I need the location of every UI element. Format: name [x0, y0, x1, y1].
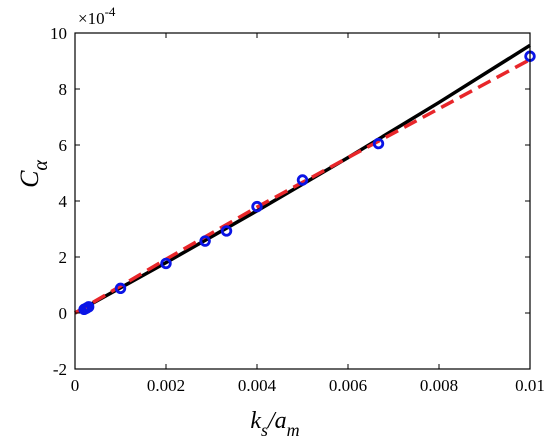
y-exponent-base: ×10	[78, 9, 105, 28]
data-point-marker	[296, 174, 309, 186]
y-tick-label: 6	[59, 136, 68, 155]
y-tick-label: 10	[50, 24, 67, 43]
data-point-marker	[199, 235, 211, 247]
y-tick-label: -2	[53, 360, 67, 379]
solid-fit-line	[74, 43, 531, 315]
x-axis-label: ks/am	[250, 408, 299, 440]
y-exponent-label: ×10-4	[78, 4, 116, 28]
data-point-marker	[82, 301, 95, 313]
data-point-marker	[114, 282, 127, 295]
x-tick-label: 0.002	[147, 376, 185, 395]
dashed-fit-line	[74, 58, 531, 315]
y-tick-label: 8	[59, 80, 68, 99]
data-point-marker	[372, 137, 385, 150]
data-point-marker	[160, 257, 172, 270]
data-point-marker	[251, 200, 263, 213]
y-axis-ticks: -2 0 2 4 6 8 10	[50, 24, 530, 379]
data-point-marker	[220, 225, 233, 237]
plot-markers	[78, 50, 536, 316]
plot-lines	[74, 43, 531, 315]
x-tick-label: 0.006	[329, 376, 367, 395]
y-axis-label: Cα	[15, 160, 52, 188]
svg-text:Cα: Cα	[15, 160, 52, 188]
y-tick-label: 2	[59, 248, 68, 267]
x-axis-ticks: 0 0.002 0.004 0.006 0.008 0.01	[71, 33, 545, 395]
x-tick-label: 0	[71, 376, 80, 395]
axes-frame	[74, 32, 531, 370]
x-tick-label: 0.008	[420, 376, 458, 395]
y-tick-label: 4	[59, 192, 68, 211]
x-tick-label: 0.01	[515, 376, 545, 395]
x-tick-label: 0.004	[238, 376, 277, 395]
y-exponent-power: -4	[105, 4, 116, 19]
y-tick-label: 0	[59, 304, 68, 323]
